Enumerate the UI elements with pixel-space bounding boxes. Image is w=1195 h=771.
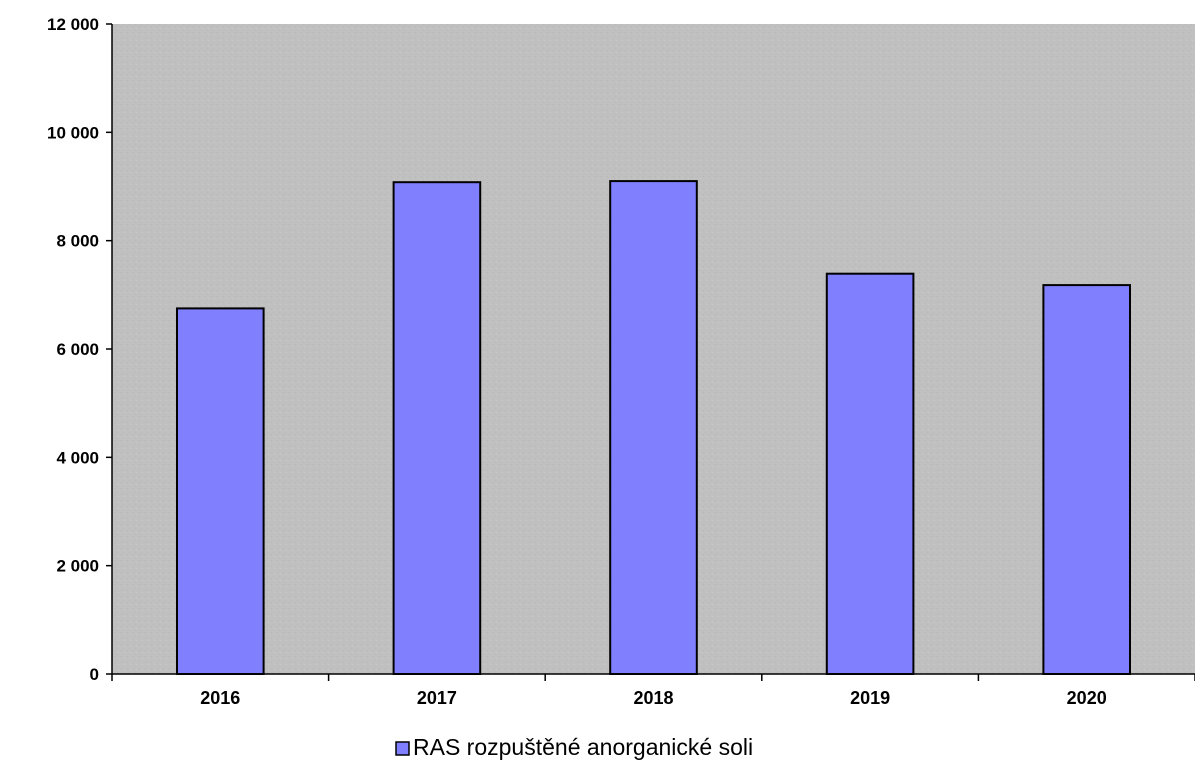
bars-group (176, 180, 1132, 675)
bar-2019 (825, 272, 915, 675)
y-tick-label: 0 (90, 665, 99, 684)
legend-swatch (395, 741, 410, 756)
y-tick-label: 10 000 (47, 123, 99, 142)
y-tick-label: 2 000 (56, 557, 99, 576)
legend-label: RAS rozpuštěné anorganické soli (413, 734, 753, 760)
legend: RAS rozpuštěné anorganické soli (395, 734, 753, 760)
bar-2016 (176, 307, 265, 675)
bar-2018 (609, 180, 698, 675)
x-tick-label-2016: 2016 (200, 688, 240, 708)
x-tick-label-2018: 2018 (633, 688, 673, 708)
bar-2020 (1042, 284, 1132, 675)
x-tick-label-2020: 2020 (1067, 688, 1107, 708)
axes-group (106, 23, 1195, 681)
y-tick-label: 6 000 (56, 340, 99, 359)
x-tick-label-2019: 2019 (850, 688, 890, 708)
x-tick-label-2017: 2017 (417, 688, 457, 708)
bar-2017 (392, 181, 482, 675)
y-tick-label: 8 000 (56, 232, 99, 251)
y-tick-label: 4 000 (56, 448, 99, 467)
x-tick-labels: 2016 2017 2018 2019 2020 (200, 688, 1106, 708)
y-tick-labels: 0 2 000 4 000 6 000 8 000 10 000 12 000 (47, 15, 99, 684)
y-tick-label: 12 000 (47, 15, 99, 34)
